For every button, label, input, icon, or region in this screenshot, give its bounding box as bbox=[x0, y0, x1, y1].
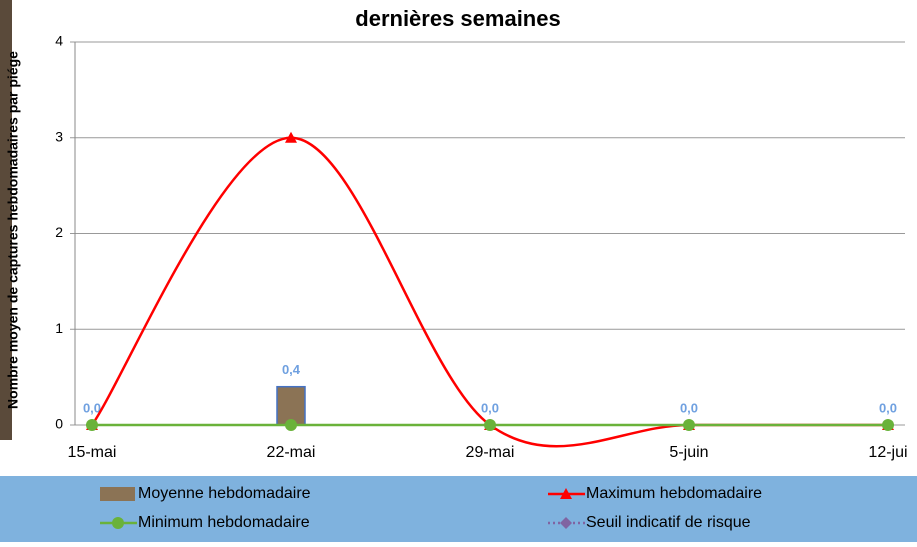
value-label: 0,0 bbox=[879, 400, 897, 415]
y-tick-label: 4 bbox=[55, 33, 63, 49]
legend-label: Maximum hebdomadaire bbox=[586, 485, 762, 502]
legend-swatch bbox=[100, 487, 135, 501]
y-tick-label: 0 bbox=[55, 416, 63, 432]
point-marker bbox=[86, 419, 98, 431]
background bbox=[0, 0, 917, 542]
x-tick-label: 29-mai bbox=[466, 444, 515, 461]
chart: dernières semaines Nombre moyen de captu… bbox=[0, 0, 917, 542]
point-marker bbox=[285, 419, 297, 431]
legend-marker bbox=[112, 517, 124, 529]
point-marker bbox=[882, 419, 894, 431]
value-label: 0,4 bbox=[282, 362, 301, 377]
y-tick-label: 2 bbox=[55, 224, 63, 240]
x-tick-label: 5-juin bbox=[669, 444, 708, 461]
x-tick-label: 15-mai bbox=[68, 444, 117, 461]
value-label: 0,0 bbox=[680, 400, 698, 415]
legend-label: Moyenne hebdomadaire bbox=[138, 485, 311, 502]
value-label: 0,0 bbox=[481, 400, 499, 415]
y-tick-label: 3 bbox=[55, 128, 63, 144]
point-marker bbox=[484, 419, 496, 431]
y-tick-label: 1 bbox=[55, 320, 63, 336]
y-axis-label: Nombre moyen de captures hebdomadaires p… bbox=[5, 51, 21, 409]
x-tick-label: 12-jui bbox=[868, 444, 907, 461]
x-tick-label: 22-mai bbox=[267, 444, 316, 461]
chart-title: dernières semaines bbox=[355, 6, 560, 31]
legend-label: Minimum hebdomadaire bbox=[138, 514, 310, 531]
point-marker bbox=[683, 419, 695, 431]
legend-label: Seuil indicatif de risque bbox=[586, 514, 751, 531]
